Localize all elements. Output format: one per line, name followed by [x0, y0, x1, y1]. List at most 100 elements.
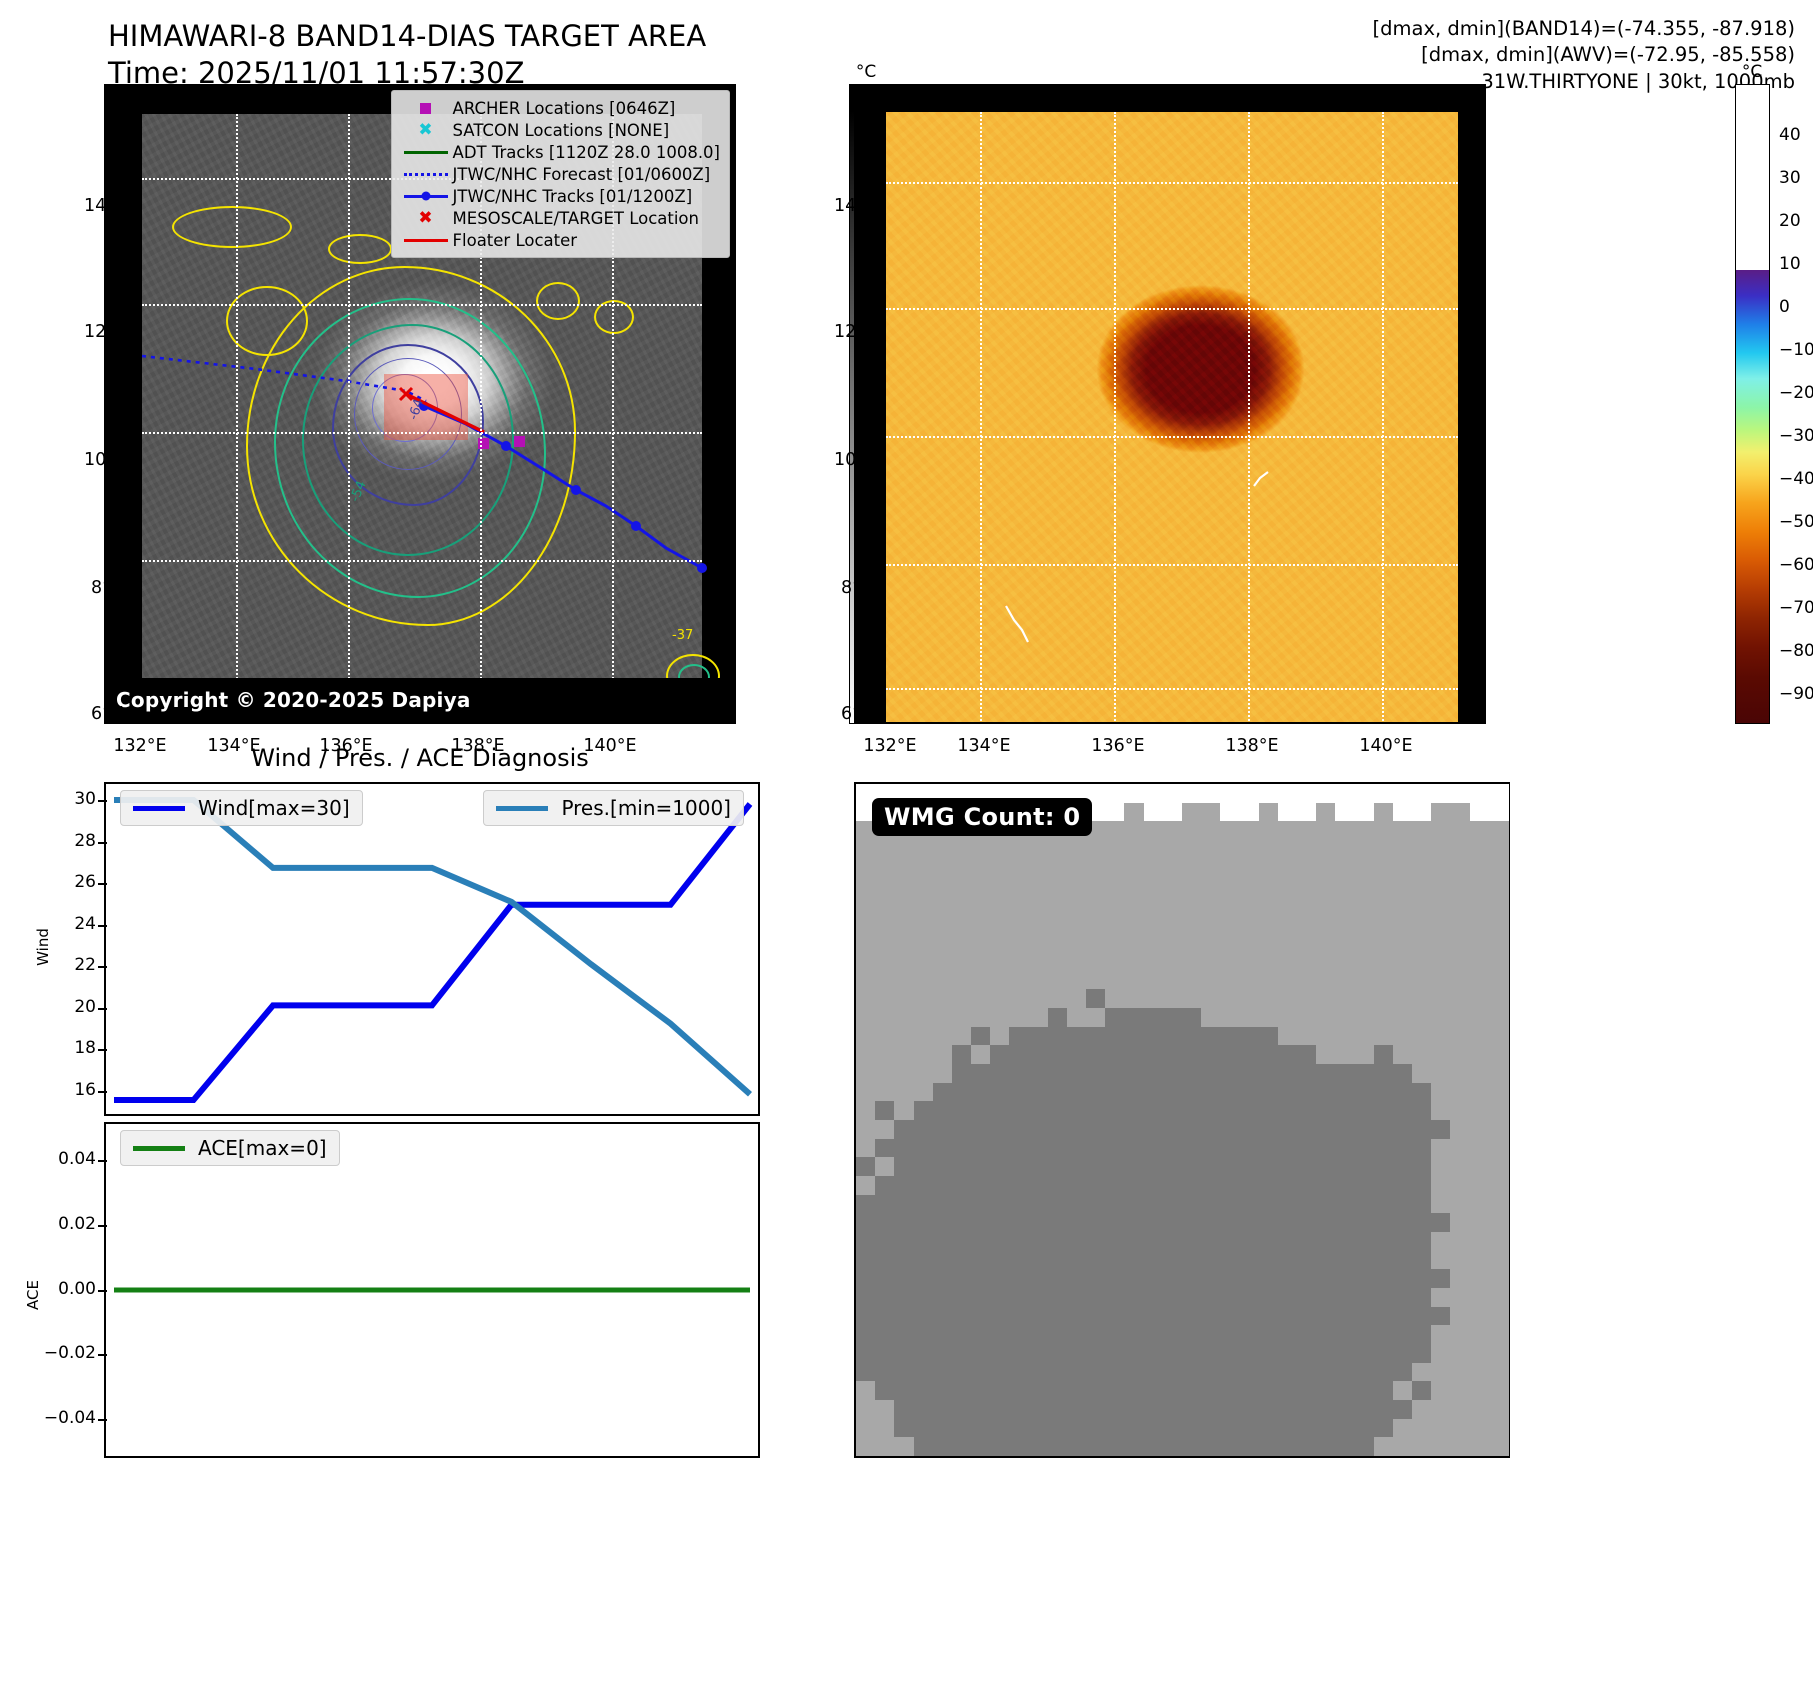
wmg-cell	[1239, 952, 1260, 971]
wmg-cell	[1450, 1194, 1471, 1214]
wmg-cell	[856, 1045, 876, 1065]
awv-satellite-panel[interactable]	[854, 84, 1486, 724]
wmg-cell	[1450, 1138, 1471, 1158]
wmg-cell	[1182, 1400, 1202, 1419]
wmg-cell	[932, 1138, 953, 1158]
wmg-cell	[951, 1120, 972, 1139]
ir-ytick-10n: 10°N	[84, 450, 129, 470]
wmg-cell	[913, 840, 934, 859]
wmg-cell	[1162, 1344, 1183, 1363]
wmg-cell	[1105, 877, 1126, 897]
wmg-cell	[1162, 1250, 1183, 1270]
wmg-cell	[1469, 821, 1490, 841]
ace-chart[interactable]: ACE[max=0]	[104, 1122, 760, 1458]
wmg-cell	[1220, 1213, 1241, 1233]
wmg-cell	[932, 1306, 953, 1326]
legend-item-adt[interactable]: ADT Tracks [1120Z 28.0 1008.0]	[399, 141, 720, 163]
wmg-cell	[971, 1344, 992, 1363]
jtwc-forecast-line-icon	[399, 172, 453, 176]
legend-item-jtwc-tracks[interactable]: JTWC/NHC Tracks [01/1200Z]	[399, 185, 720, 207]
ir-ytick-6n: 6°N	[91, 704, 124, 724]
wmg-cell	[932, 1288, 953, 1307]
legend-item-satcon[interactable]: ✖ SATCON Locations [NONE]	[399, 119, 720, 141]
wmg-cell	[875, 1045, 896, 1065]
wmg-cell	[1277, 784, 1298, 803]
wmg-cell	[990, 1418, 1011, 1438]
wmg-cell	[1431, 914, 1452, 934]
ir-satellite-panel[interactable]: -64 -54 -37 Copyright © 2020-2025 Dapiya…	[104, 84, 736, 724]
wmg-cell	[1220, 1344, 1241, 1363]
axis-tick-label: 16	[74, 1080, 96, 1100]
wmg-cell	[1335, 1381, 1356, 1401]
legend-label-archer: ARCHER Locations [0646Z]	[452, 98, 676, 118]
wmg-cell	[932, 1008, 953, 1027]
wmg-cell	[1412, 1008, 1433, 1027]
legend-item-mesoscale[interactable]: ✖ MESOSCALE/TARGET Location	[399, 207, 720, 229]
jtwc-nhc-track	[423, 404, 703, 570]
wmg-cell	[1182, 1064, 1202, 1083]
wmg-cell	[1105, 1064, 1126, 1083]
wmg-cell	[951, 1381, 972, 1401]
wmg-cell	[1105, 914, 1126, 934]
wmg-cell	[1277, 1101, 1298, 1121]
wmg-cell	[1162, 1157, 1183, 1177]
wmg-cell	[913, 933, 934, 953]
wmg-cell	[1392, 1306, 1413, 1326]
wmg-cell	[1392, 1157, 1413, 1177]
wmg-cell	[894, 1176, 915, 1195]
wmg-cell	[1028, 1232, 1049, 1251]
wmg-cell	[1143, 989, 1164, 1009]
legend-label-floater: Floater Locater	[452, 230, 578, 250]
wmg-cell	[894, 1194, 915, 1214]
legend-label-jtwc-forecast: JTWC/NHC Forecast [01/0600Z]	[452, 164, 711, 184]
wmg-cell	[1009, 1400, 1030, 1419]
wmg-cell	[1412, 1026, 1433, 1046]
wmg-cell	[1086, 1306, 1107, 1326]
wmg-cell	[1105, 1362, 1126, 1382]
wmg-cell	[1182, 914, 1202, 934]
wmg-cell	[1316, 1213, 1337, 1233]
legend-item-jtwc-forecast[interactable]: JTWC/NHC Forecast [01/0600Z]	[399, 163, 720, 185]
wmg-cell	[1277, 1194, 1298, 1214]
wmg-cell	[1239, 1362, 1260, 1382]
wind-pressure-chart[interactable]: Wind[max=30] Pres.[min=1000]	[104, 782, 760, 1116]
track-overlay	[141, 354, 707, 573]
wmg-cell	[1297, 821, 1318, 841]
wmg-cell	[1450, 1250, 1471, 1270]
wmg-cell	[932, 970, 953, 990]
pressure-line	[114, 797, 752, 1097]
wmg-cell	[1201, 1418, 1222, 1438]
wmg-cell	[1277, 1008, 1298, 1027]
wmg-cell	[1431, 802, 1452, 822]
wmg-cell	[856, 896, 876, 915]
wmg-panel[interactable]: WMG Count: 0	[854, 782, 1510, 1458]
colorbar-tick: 10	[1779, 254, 1801, 275]
wmg-cell	[1143, 952, 1164, 971]
wmg-cell	[913, 1157, 934, 1177]
wmg-cell	[1124, 877, 1145, 897]
wmg-cell	[1335, 1194, 1356, 1214]
legend-item-floater[interactable]: Floater Locater	[399, 229, 720, 251]
wmg-cell	[894, 1082, 915, 1102]
wmg-cell	[894, 1008, 915, 1027]
wmg-cell	[856, 914, 876, 934]
wmg-cell	[1469, 1064, 1490, 1083]
wmg-cell	[894, 1269, 915, 1289]
wmg-cell	[1143, 896, 1164, 915]
wmg-cell	[1431, 1418, 1452, 1438]
wmg-cell	[1392, 1045, 1413, 1065]
wmg-cell	[1450, 1176, 1471, 1195]
wmg-cell	[1392, 1344, 1413, 1363]
wmg-cell	[1201, 821, 1222, 841]
wmg-cell	[1392, 1194, 1413, 1214]
wmg-cell	[1009, 1026, 1030, 1046]
awv-gridline-h-6n	[886, 688, 1458, 690]
wmg-cell	[1105, 1400, 1126, 1419]
axis-tick-mark	[98, 883, 107, 886]
wmg-cell	[1162, 1138, 1183, 1158]
wmg-cell	[1086, 1157, 1107, 1177]
wmg-cell	[1182, 840, 1202, 859]
wmg-cell	[1220, 802, 1241, 822]
wmg-cell	[1488, 1325, 1509, 1345]
legend-item-archer[interactable]: ARCHER Locations [0646Z]	[399, 97, 720, 119]
